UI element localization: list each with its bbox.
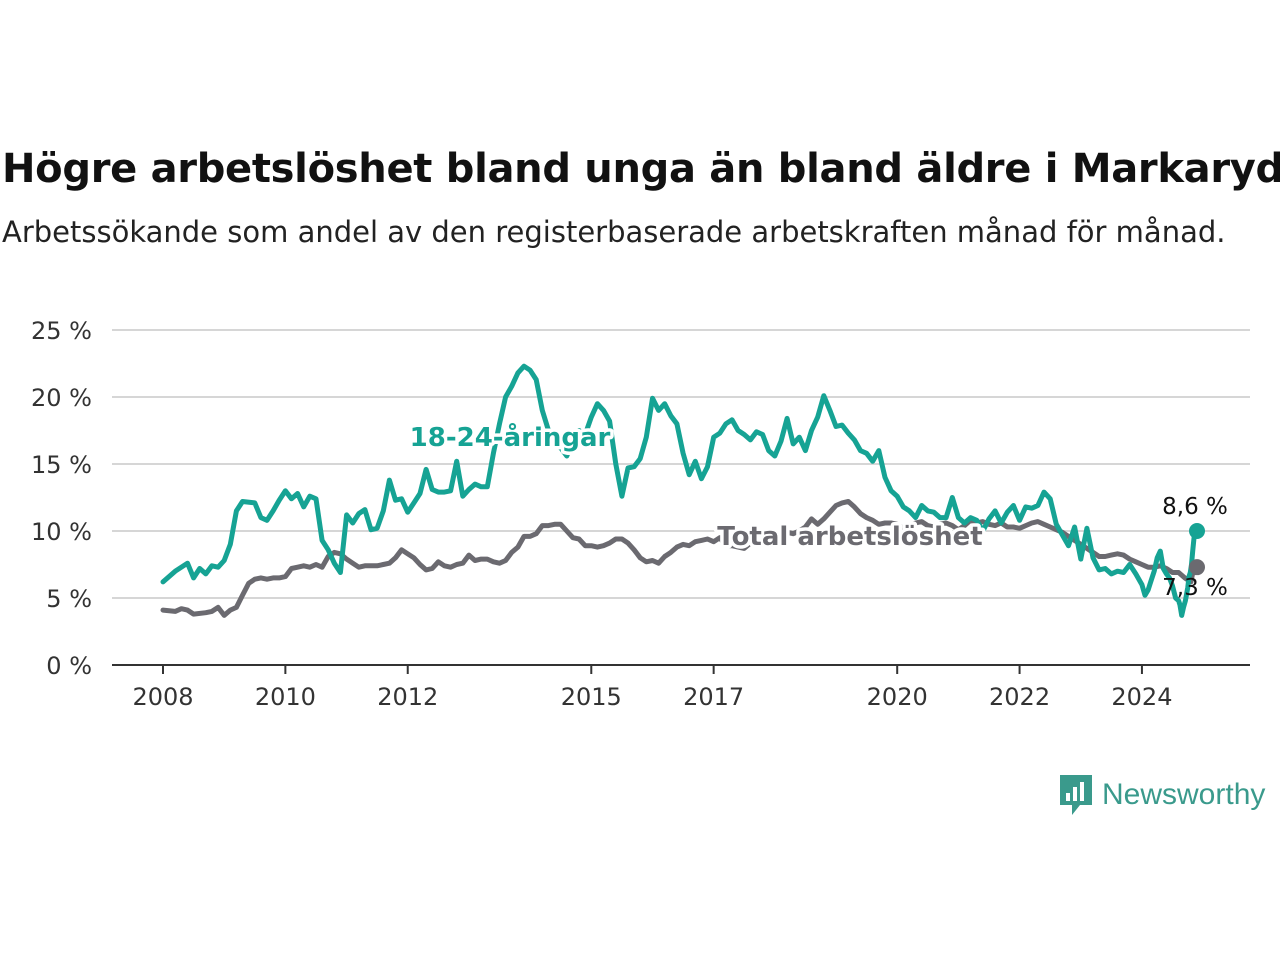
- y-tick-label: 10 %: [31, 518, 92, 546]
- x-tick-label: 2012: [377, 683, 438, 711]
- y-tick-label: 0 %: [46, 652, 92, 680]
- series-label-youth: 18-24-åringar: [410, 421, 611, 453]
- series-line-total: [160, 499, 1200, 618]
- chart-title: Högre arbetslöshet bland unga än bland ä…: [2, 146, 1280, 192]
- x-tick-label: 2017: [683, 683, 744, 711]
- newsworthy-icon: [1060, 775, 1092, 815]
- y-axis-labels: 0 % 5 % 10 % 15 % 20 % 25 %: [31, 317, 92, 680]
- line-chart: 0 %5 %10 %15 %20 %25 % 2008 2010 2012 2015 2…: [31, 317, 1250, 711]
- y-tick-label: 20 %: [31, 384, 92, 412]
- y-tick-label: 15 %: [31, 451, 92, 479]
- newsworthy-logo: Newsworthy: [1058, 773, 1265, 817]
- x-axis-ticks: 2008 2010 2012 2015 2017 2020 2022 2024: [132, 665, 1172, 711]
- y-tick-label: 5 %: [46, 585, 92, 613]
- series-lines: [160, 363, 1200, 618]
- series-label-total: Total arbetslöshet: [717, 522, 982, 552]
- end-point-youth: [1189, 523, 1205, 539]
- x-tick-label: 2022: [989, 683, 1050, 711]
- x-tick-label: 2010: [255, 683, 316, 711]
- end-point-total: [1189, 559, 1205, 576]
- x-tick-label: 2015: [561, 683, 622, 711]
- brand-name: Newsworthy: [1102, 778, 1266, 811]
- x-tick-label: 2024: [1111, 683, 1172, 711]
- x-tick-label: 2008: [132, 683, 193, 711]
- chart-subtitle: Arbetssökande som andel av den registerb…: [2, 215, 1226, 249]
- end-label-total: 7,3 %: [1162, 575, 1228, 601]
- series-line-youth: [160, 363, 1200, 618]
- y-tick-label: 25 %: [31, 317, 92, 345]
- series-labels: 8,6 % 7,3 % 18-24-åringar Total arbetslöshe…: [406, 418, 1228, 602]
- end-label-youth: 8,6 %: [1162, 494, 1228, 520]
- x-tick-label: 2020: [867, 683, 928, 711]
